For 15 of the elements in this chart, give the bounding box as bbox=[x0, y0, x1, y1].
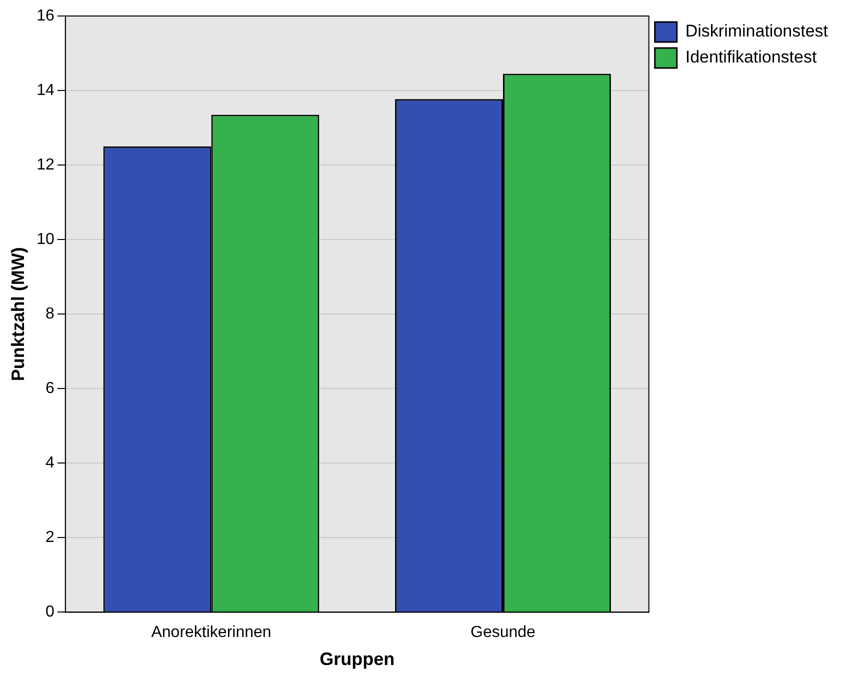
y-tick-label: 0 bbox=[45, 604, 54, 621]
legend-label: Diskriminationstest bbox=[685, 22, 828, 41]
y-tick-label: 4 bbox=[45, 454, 54, 472]
y-tick-label: 16 bbox=[36, 7, 54, 24]
x-tick-label: Gesunde bbox=[470, 624, 536, 642]
y-tick-label: 10 bbox=[36, 230, 54, 248]
y-tick-label: 2 bbox=[45, 529, 54, 546]
y-axis-title: Punktzahl (MW) bbox=[8, 247, 28, 382]
y-tick-label: 12 bbox=[36, 156, 54, 174]
y-tick-label: 8 bbox=[45, 306, 54, 323]
x-tick-label: Anorektikerinnen bbox=[151, 624, 272, 642]
legend-label: Identifikationstest bbox=[685, 48, 817, 67]
y-tick-label: 14 bbox=[36, 82, 54, 99]
y-tick-label: 6 bbox=[45, 380, 54, 398]
x-axis-title: Gruppen bbox=[320, 649, 395, 670]
